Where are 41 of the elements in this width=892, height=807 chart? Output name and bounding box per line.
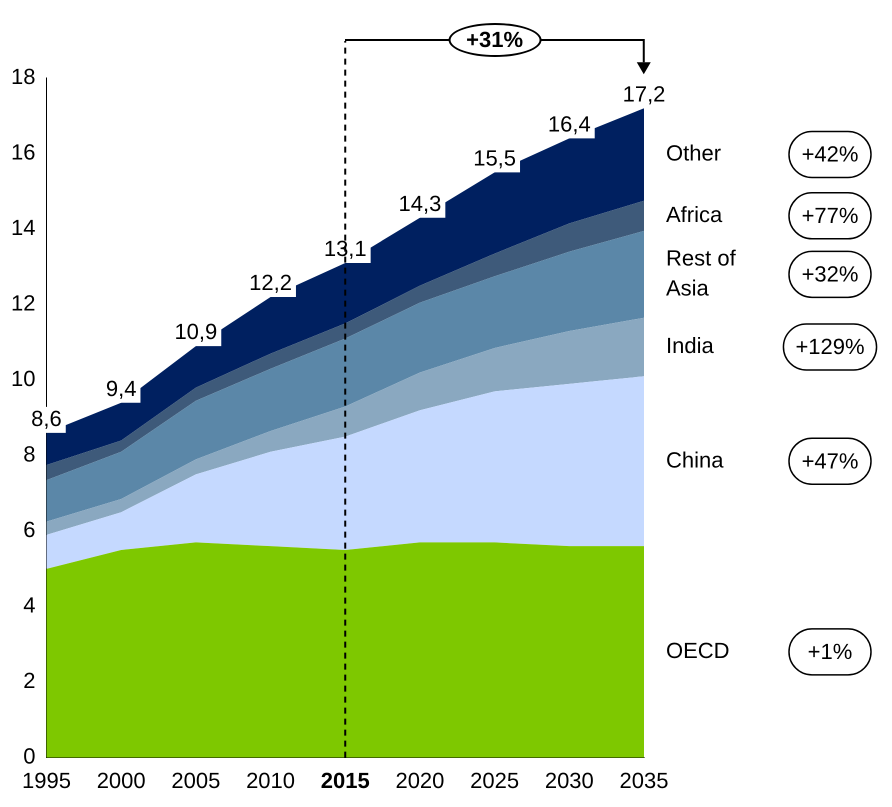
x-tick-label: 2020 — [395, 768, 444, 793]
text: +47% — [802, 448, 858, 474]
y-tick-label: 4 — [23, 592, 36, 618]
total-label: 17,2 — [622, 81, 666, 106]
x-tick-label: 2025 — [470, 768, 520, 793]
series-label: OECD — [666, 638, 730, 663]
y-tick-label: 2 — [23, 668, 36, 694]
x-tick-label: 2005 — [171, 768, 220, 793]
total-label: 10,9 — [174, 319, 218, 344]
text: +32% — [802, 261, 858, 286]
total-label: 9,4 — [106, 376, 136, 401]
series-label: China — [666, 447, 724, 472]
x-tick-label: 2030 — [544, 768, 594, 793]
y-tick-label: 0 — [23, 744, 36, 769]
y-tick-label: 18 — [10, 64, 36, 90]
series-label: India — [666, 333, 714, 358]
x-tick-label: 2035 — [620, 768, 668, 793]
y-tick-label: 6 — [23, 517, 36, 542]
total-label: 15,5 — [473, 145, 516, 170]
total-label: 13,1 — [324, 236, 367, 262]
text: +129% — [795, 334, 865, 360]
y-tick-label: 10 — [10, 366, 36, 392]
text: +77% — [802, 202, 858, 228]
y-tick-label: 14 — [10, 215, 36, 240]
text: +1% — [808, 638, 852, 664]
series-label: Other — [666, 140, 722, 166]
x-tick-label: 2010 — [246, 768, 296, 793]
x-tick-label: 1995 — [22, 768, 71, 793]
series-label: Africa — [666, 202, 723, 227]
y-tick-label: 8 — [23, 442, 36, 467]
x-tick-label: 2000 — [96, 768, 146, 793]
total-label: 16,4 — [548, 111, 591, 136]
total-label: 14,3 — [398, 190, 442, 216]
total-label: 8,6 — [31, 406, 62, 431]
text: +31% — [448, 23, 542, 57]
x-tick-label: 2015 — [320, 768, 370, 793]
total-label: 12,2 — [249, 270, 292, 296]
text: +42% — [802, 142, 858, 167]
series-label: Rest of Asia — [666, 245, 737, 300]
y-tick-label: 16 — [10, 140, 36, 165]
y-tick-label: 12 — [10, 290, 36, 316]
